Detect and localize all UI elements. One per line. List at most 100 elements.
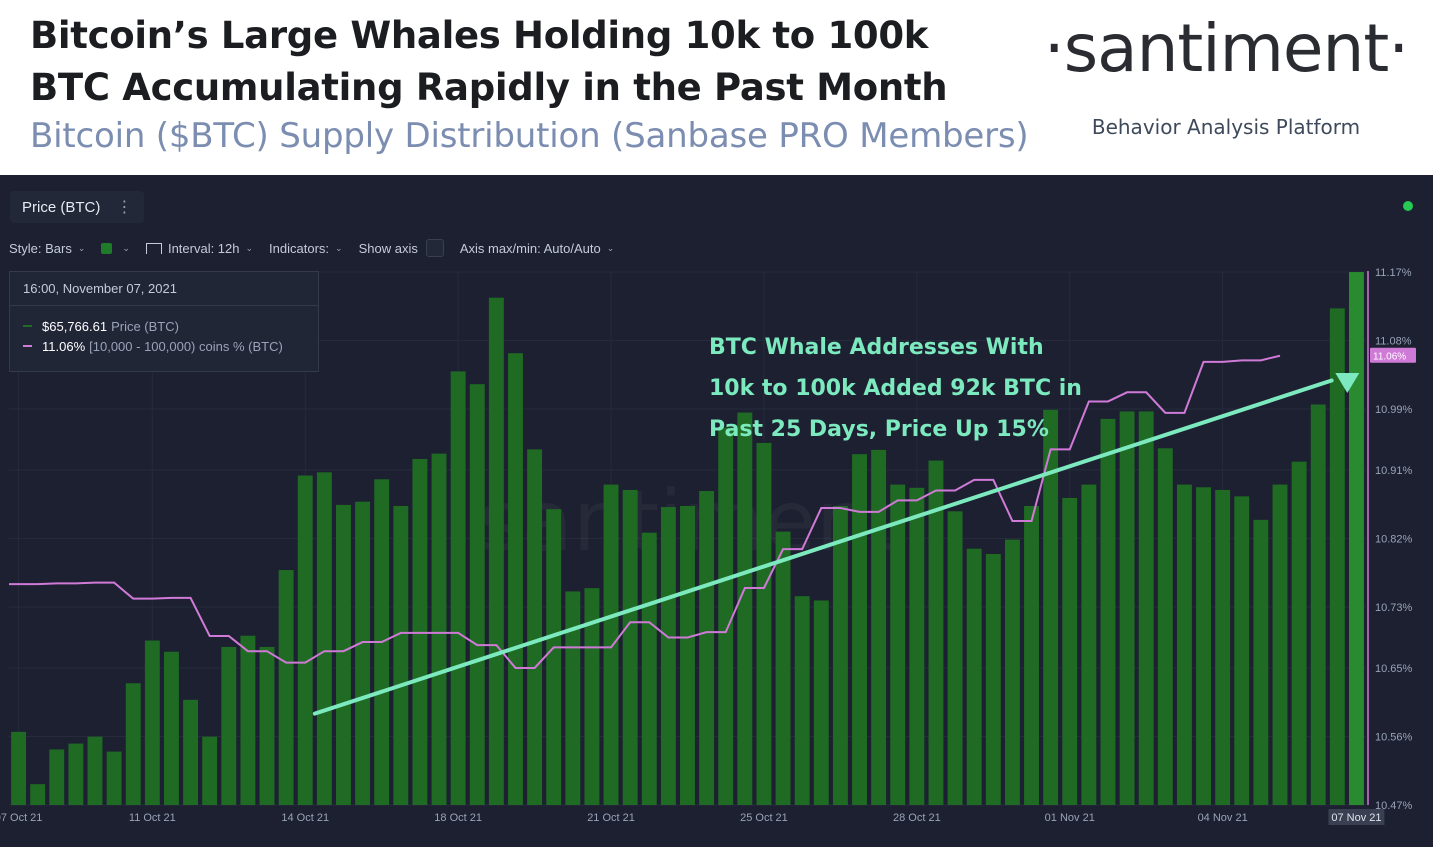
price-bar bbox=[183, 699, 199, 805]
metric-chip-price[interactable]: Price (BTC) ⋮ bbox=[10, 191, 145, 223]
x-tick-label: 14 Oct 21 bbox=[281, 812, 329, 824]
x-tick-label: 01 Nov 21 bbox=[1045, 812, 1095, 824]
axis-minmax-label: Axis max/min: Auto/Auto bbox=[459, 240, 601, 256]
price-bar bbox=[737, 412, 753, 805]
price-bar bbox=[985, 554, 1001, 805]
price-bar bbox=[278, 570, 294, 805]
axis-minmax-dropdown[interactable]: Axis max/min: Auto/Auto ⌄ bbox=[460, 241, 614, 256]
color-picker[interactable]: ⌄ bbox=[101, 242, 130, 254]
price-bar bbox=[603, 484, 619, 805]
price-bar bbox=[1329, 308, 1345, 805]
price-bar bbox=[297, 475, 313, 805]
price-bar bbox=[622, 489, 638, 805]
price-bar bbox=[87, 736, 103, 805]
santiment-logo: ·santiment· bbox=[1043, 10, 1409, 87]
price-bar bbox=[488, 297, 504, 805]
price-bar bbox=[469, 384, 485, 805]
price-bar bbox=[584, 588, 600, 805]
price-legend-marker bbox=[23, 325, 32, 327]
headline: Bitcoin’s Large Whales Holding 10k to 10… bbox=[30, 10, 1030, 114]
price-bar bbox=[660, 507, 676, 805]
interval-dropdown[interactable]: Interval: 12h ⌄ bbox=[145, 241, 254, 256]
style-dropdown[interactable]: Style: Bars ⌄ bbox=[9, 241, 85, 256]
indicators-label: Indicators: bbox=[269, 240, 330, 256]
price-bar bbox=[1310, 404, 1326, 805]
current-value-label: 11.06% bbox=[1373, 351, 1406, 362]
price-bar bbox=[221, 646, 237, 805]
chevron-down-icon: ⌄ bbox=[335, 242, 343, 253]
y-tick-label: 10.82% bbox=[1375, 534, 1413, 546]
headline-line-2: BTC Accumulating Rapidly in the Past Mon… bbox=[30, 66, 948, 109]
price-bar bbox=[11, 731, 27, 805]
x-tick-label: 25 Oct 21 bbox=[740, 812, 788, 824]
price-bar bbox=[1100, 418, 1116, 805]
y-tick-label: 11.08% bbox=[1375, 336, 1412, 348]
price-bar bbox=[852, 454, 867, 805]
show-axis-checkbox[interactable] bbox=[425, 239, 444, 257]
price-bar bbox=[1157, 448, 1173, 805]
supply-legend-marker bbox=[23, 345, 32, 347]
tooltip-supply-label: [10,000 - 100,000) coins % (BTC) bbox=[89, 338, 283, 354]
price-bar bbox=[909, 487, 925, 805]
current-value-badge bbox=[1370, 347, 1416, 363]
x-tick-label: 28 Oct 21 bbox=[893, 812, 941, 824]
price-bar bbox=[240, 635, 256, 805]
price-bar bbox=[355, 501, 371, 805]
style-label: Style: Bars bbox=[9, 240, 72, 256]
price-bar bbox=[527, 449, 543, 805]
y-tick-label: 10.99% bbox=[1375, 404, 1413, 416]
x-tick-highlight bbox=[1328, 809, 1385, 825]
price-bar bbox=[947, 511, 963, 805]
price-bar bbox=[1272, 484, 1288, 805]
price-bar bbox=[202, 736, 218, 805]
price-bar bbox=[1234, 496, 1250, 805]
price-bar bbox=[336, 504, 351, 805]
price-bar bbox=[680, 505, 695, 805]
brand-tagline: Behavior Analysis Platform bbox=[1091, 115, 1361, 139]
price-bar bbox=[1348, 272, 1364, 805]
chevron-down-icon: ⌄ bbox=[606, 242, 615, 253]
annotation-line-2: 10k to 100k Added 92k BTC in bbox=[709, 376, 1082, 401]
metric-chip-label: Price (BTC) bbox=[22, 198, 101, 216]
price-bar bbox=[890, 484, 906, 805]
price-bar bbox=[1176, 484, 1192, 805]
price-bar bbox=[1291, 461, 1307, 805]
price-bar bbox=[450, 371, 466, 805]
price-bar bbox=[813, 600, 829, 805]
price-bar bbox=[106, 751, 122, 805]
tooltip-price-label: Price (BTC) bbox=[111, 318, 179, 334]
tooltip-supply-row: 11.06% [10,000 - 100,000) coins % (BTC) bbox=[10, 336, 318, 356]
chevron-down-icon: ⌄ bbox=[245, 242, 254, 253]
price-bar bbox=[431, 453, 447, 805]
x-tick-label: 07 Oct 21 bbox=[0, 812, 42, 824]
price-bar bbox=[1081, 484, 1097, 805]
price-bar bbox=[546, 509, 562, 805]
chart-panel: Price (BTC) ⋮ Style: Bars ⌄ ⌄ Interval: … bbox=[0, 175, 1433, 847]
interval-icon bbox=[145, 242, 162, 254]
price-bar bbox=[144, 640, 160, 805]
x-tick-label: 18 Oct 21 bbox=[434, 812, 482, 824]
chart-svg[interactable]: santiment11.17%11.08%10.99%10.91%10.82%1… bbox=[0, 175, 1433, 847]
price-bar bbox=[1024, 505, 1039, 805]
chart-annotation: BTC Whale Addresses With 10k to 100k Add… bbox=[709, 327, 1139, 450]
price-bar bbox=[393, 505, 409, 805]
more-options-icon[interactable]: ⋮ bbox=[116, 199, 133, 216]
price-bar bbox=[316, 472, 332, 805]
tooltip-supply-value: 11.06% bbox=[42, 338, 86, 354]
show-axis-label: Show axis bbox=[358, 240, 418, 256]
show-axis-toggle[interactable]: Show axis bbox=[359, 239, 444, 257]
chart-tooltip: 16:00, November 07, 2021 $65,766.61 Pric… bbox=[9, 271, 319, 372]
indicators-dropdown[interactable]: Indicators: ⌄ bbox=[269, 241, 343, 256]
price-bar bbox=[1253, 519, 1269, 805]
price-bar bbox=[775, 531, 791, 805]
price-bar bbox=[1062, 497, 1078, 805]
price-bar bbox=[641, 532, 657, 805]
price-bar bbox=[928, 460, 944, 805]
price-bar bbox=[1138, 411, 1154, 805]
x-tick-label: 11 Oct 21 bbox=[129, 812, 176, 824]
color-swatch bbox=[101, 242, 113, 254]
price-bar bbox=[832, 505, 848, 805]
price-bar bbox=[30, 784, 46, 805]
live-status-dot bbox=[1403, 201, 1413, 211]
